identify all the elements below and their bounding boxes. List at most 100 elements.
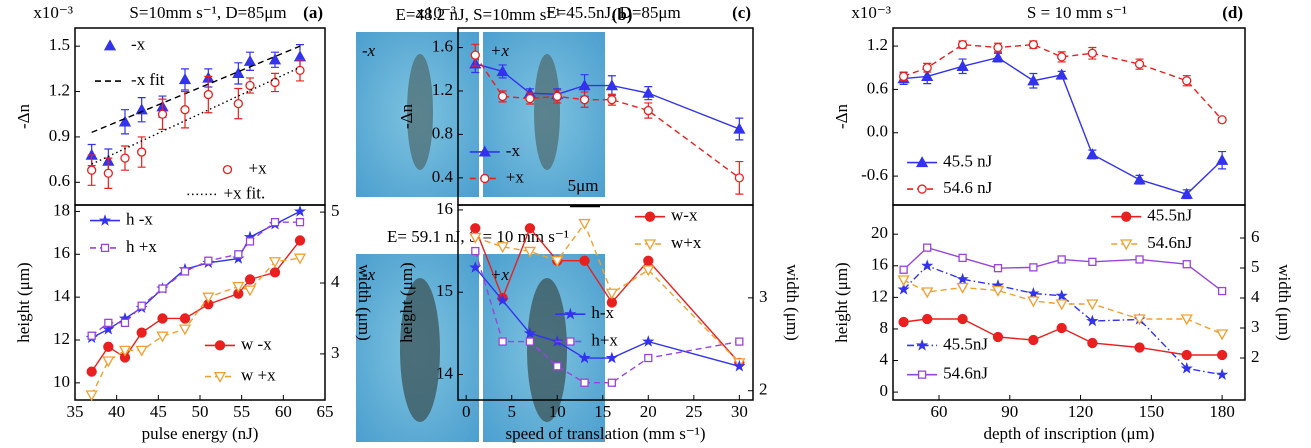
- point: [579, 255, 590, 266]
- point: [921, 259, 934, 271]
- legend-label: 54.6 nJ: [943, 178, 993, 197]
- point: [87, 331, 96, 340]
- point: [120, 318, 130, 328]
- legend-marker: [214, 340, 226, 351]
- y2-tick-label: 3: [331, 343, 340, 362]
- point: [642, 335, 655, 347]
- axis-exponent: x10⁻³: [851, 3, 891, 22]
- point: [578, 351, 591, 364]
- point: [293, 253, 307, 265]
- y-tick-label: 10: [53, 372, 70, 391]
- legend-marker: [480, 173, 490, 184]
- point: [178, 324, 192, 336]
- point: [202, 292, 215, 304]
- point: [578, 79, 591, 91]
- point: [180, 105, 190, 115]
- point: [956, 282, 969, 294]
- legend-marker: [213, 371, 227, 383]
- axis-exponent: x10⁻³: [416, 3, 456, 22]
- point: [1180, 314, 1193, 326]
- point: [899, 265, 908, 274]
- legend-label: +x: [506, 167, 525, 186]
- point: [897, 283, 910, 295]
- chart: 0 4 8 12 16 20 2 3 4 5 6 60 90 120 150 180 depth of insc…: [832, 204, 1294, 443]
- legend-marker: [566, 337, 575, 346]
- legend-label: w +x: [241, 366, 276, 385]
- point: [898, 316, 909, 328]
- point: [1057, 255, 1066, 264]
- point: [234, 250, 243, 259]
- y-tick-label: -0.6: [861, 165, 888, 184]
- point: [921, 70, 934, 82]
- point: [1181, 349, 1192, 361]
- y-tick-label: 14: [436, 363, 454, 382]
- point: [1217, 286, 1227, 296]
- y-tick-label: 4: [880, 349, 889, 368]
- point: [993, 42, 1003, 53]
- legend-marker: [222, 164, 233, 175]
- point: [1216, 368, 1229, 380]
- point: [897, 275, 910, 287]
- point: [605, 351, 618, 364]
- chart: S=10mm s⁻¹, D=85μm (a) x10⁻³ 0.6 0.9 1.2 1.5 -Δ…: [14, 3, 326, 206]
- y-tick-label: 20: [871, 223, 888, 242]
- y2-axis-label: width (μm): [355, 264, 374, 341]
- point: [178, 73, 192, 85]
- point: [1135, 255, 1144, 264]
- y-axis-label: -Δn: [832, 103, 851, 129]
- point: [1027, 296, 1040, 308]
- series-line: [903, 318, 1223, 356]
- series-line: [474, 250, 740, 384]
- point: [1086, 148, 1099, 160]
- point: [579, 95, 590, 105]
- series-line: [903, 246, 1223, 292]
- point: [733, 122, 746, 134]
- point: [991, 51, 1005, 63]
- legend-label: -x fit: [131, 70, 165, 89]
- x-tick-label: 50: [192, 402, 209, 421]
- point: [642, 86, 655, 98]
- x-tick-label: 180: [1209, 402, 1235, 421]
- point: [898, 71, 909, 82]
- x-axis-label: pulse energy (nJ): [142, 424, 259, 443]
- point: [525, 337, 535, 346]
- point: [735, 337, 744, 346]
- modification: [407, 54, 433, 170]
- point: [1057, 52, 1067, 62]
- point: [243, 285, 257, 297]
- y-axis-label: height (μm): [832, 262, 851, 342]
- panel-b: E=48.2 nJ, S=10mm s⁻¹ (b) -x +x 5μm E= 5…: [356, 5, 632, 442]
- point: [470, 223, 481, 234]
- point: [1087, 48, 1098, 58]
- point: [294, 235, 306, 246]
- modification: [534, 54, 560, 170]
- x-tick-label: 15: [594, 402, 611, 421]
- point: [552, 91, 562, 102]
- point: [643, 255, 654, 266]
- legend-marker: [1121, 211, 1132, 222]
- legend-marker: [100, 243, 110, 253]
- panel-label: (d): [1222, 3, 1243, 22]
- point: [991, 285, 1005, 297]
- legend-marker: [478, 145, 491, 157]
- image-label: +x: [490, 41, 509, 60]
- legend-marker: [564, 307, 577, 320]
- point: [157, 109, 168, 119]
- point: [605, 79, 618, 91]
- point: [180, 267, 190, 276]
- x-tick-label: 150: [1139, 402, 1165, 421]
- point: [1086, 314, 1099, 327]
- y2-tick-label: 5: [331, 201, 340, 220]
- legend-label: w+x: [671, 233, 702, 252]
- point: [1182, 76, 1192, 86]
- point: [244, 274, 256, 285]
- point: [157, 313, 168, 324]
- point: [551, 256, 564, 268]
- point: [525, 93, 535, 104]
- point: [245, 80, 255, 91]
- point: [1028, 334, 1039, 346]
- chart-title: S = 10 mm s⁻¹: [1027, 3, 1127, 22]
- image-label: -x: [362, 41, 376, 60]
- plot-frame: [74, 204, 326, 401]
- point: [1180, 187, 1193, 199]
